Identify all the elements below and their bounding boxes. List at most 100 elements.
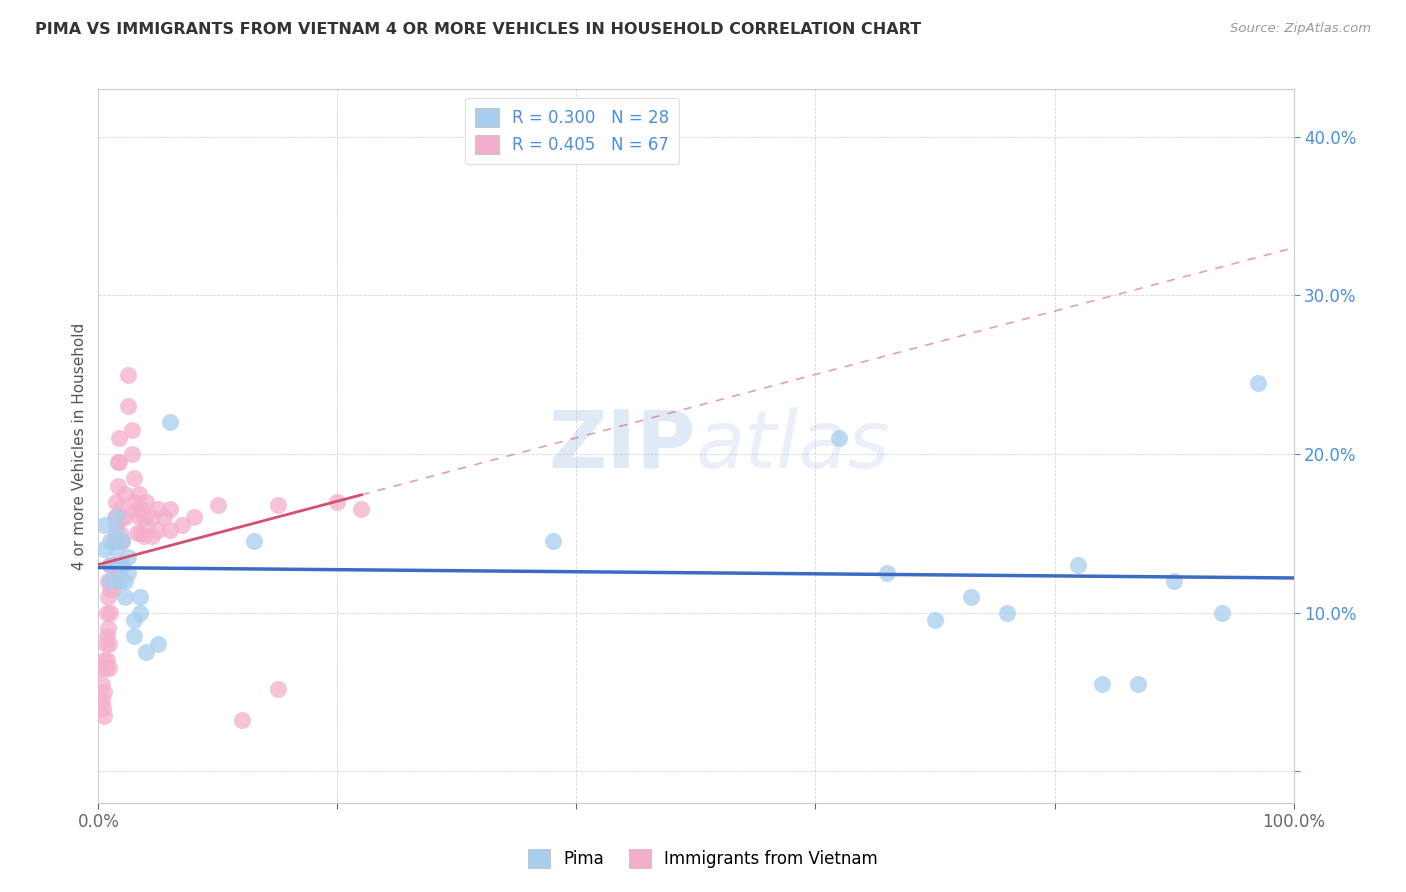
Point bbox=[350, 502, 373, 516]
Point bbox=[96, 629, 118, 643]
Text: Source: ZipAtlas.com: Source: ZipAtlas.com bbox=[1230, 22, 1371, 36]
Point bbox=[159, 502, 181, 516]
Point bbox=[111, 510, 134, 524]
Point bbox=[117, 566, 139, 580]
Point bbox=[98, 606, 122, 620]
Point bbox=[207, 498, 229, 512]
Point bbox=[94, 637, 117, 651]
Point bbox=[110, 534, 132, 549]
Point bbox=[105, 494, 128, 508]
Point bbox=[105, 510, 128, 524]
Point bbox=[131, 526, 153, 541]
Point bbox=[132, 529, 155, 543]
Point bbox=[129, 606, 152, 620]
Point bbox=[103, 558, 125, 572]
Point bbox=[1247, 376, 1270, 390]
Point bbox=[124, 494, 146, 508]
Point bbox=[117, 368, 139, 382]
Point bbox=[159, 523, 181, 537]
Point bbox=[128, 486, 150, 500]
Point bbox=[148, 637, 170, 651]
Point bbox=[114, 574, 136, 588]
Point bbox=[93, 708, 115, 723]
Point bbox=[105, 518, 128, 533]
Point bbox=[107, 431, 129, 445]
Legend: Pima, Immigrants from Vietnam: Pima, Immigrants from Vietnam bbox=[522, 843, 884, 875]
Point bbox=[124, 614, 146, 628]
Point bbox=[98, 582, 122, 596]
Point bbox=[153, 510, 176, 524]
Point bbox=[110, 558, 132, 572]
Point bbox=[108, 502, 131, 516]
Point bbox=[97, 574, 120, 588]
Point bbox=[135, 518, 157, 533]
Point bbox=[148, 502, 170, 516]
Point bbox=[267, 498, 290, 512]
Point bbox=[103, 534, 125, 549]
Point bbox=[231, 714, 253, 728]
Y-axis label: 4 or more Vehicles in Household: 4 or more Vehicles in Household bbox=[72, 322, 87, 570]
Point bbox=[135, 645, 157, 659]
Point bbox=[828, 431, 851, 445]
Text: atlas: atlas bbox=[696, 407, 891, 485]
Point bbox=[98, 637, 121, 651]
Point bbox=[96, 606, 118, 620]
Point bbox=[141, 510, 163, 524]
Point bbox=[98, 661, 121, 675]
Point bbox=[141, 529, 163, 543]
Point bbox=[132, 510, 155, 524]
Point bbox=[124, 471, 146, 485]
Point bbox=[121, 447, 143, 461]
Point bbox=[111, 558, 134, 572]
Point bbox=[1067, 558, 1090, 572]
Point bbox=[1163, 574, 1185, 588]
Point bbox=[876, 566, 898, 580]
Legend: R = 0.300   N = 28, R = 0.405   N = 67: R = 0.300 N = 28, R = 0.405 N = 67 bbox=[465, 97, 679, 164]
Point bbox=[114, 486, 136, 500]
Point bbox=[105, 526, 128, 541]
Point bbox=[98, 558, 122, 572]
Point bbox=[121, 423, 143, 437]
Text: PIMA VS IMMIGRANTS FROM VIETNAM 4 OR MORE VEHICLES IN HOUSEHOLD CORRELATION CHAR: PIMA VS IMMIGRANTS FROM VIETNAM 4 OR MOR… bbox=[35, 22, 921, 37]
Point bbox=[98, 574, 122, 588]
Point bbox=[98, 534, 122, 549]
Point bbox=[125, 526, 148, 541]
Point bbox=[243, 534, 266, 549]
Point bbox=[1211, 606, 1233, 620]
Point bbox=[124, 629, 146, 643]
Point bbox=[128, 510, 150, 524]
Point bbox=[108, 558, 131, 572]
Point bbox=[111, 534, 134, 549]
Point bbox=[107, 455, 129, 469]
Point bbox=[108, 574, 131, 588]
Point bbox=[111, 534, 134, 549]
Point bbox=[995, 606, 1018, 620]
Point bbox=[104, 534, 127, 549]
Text: ZIP: ZIP bbox=[548, 407, 696, 485]
Point bbox=[172, 518, 194, 533]
Point bbox=[129, 590, 152, 604]
Point bbox=[183, 510, 205, 524]
Point bbox=[125, 502, 148, 516]
Point bbox=[101, 582, 124, 596]
Point bbox=[104, 510, 127, 524]
Point bbox=[93, 518, 115, 533]
Point bbox=[267, 681, 290, 696]
Point bbox=[93, 653, 115, 667]
Point bbox=[117, 400, 139, 414]
Point bbox=[93, 542, 115, 557]
Point bbox=[97, 621, 120, 635]
Point bbox=[93, 685, 115, 699]
Point bbox=[91, 677, 114, 691]
Point bbox=[107, 455, 129, 469]
Point bbox=[91, 692, 114, 706]
Point bbox=[1128, 677, 1150, 691]
Point bbox=[98, 558, 122, 572]
Point bbox=[326, 494, 349, 508]
Point bbox=[94, 661, 117, 675]
Point bbox=[101, 558, 124, 572]
Point bbox=[103, 574, 125, 588]
Point bbox=[960, 590, 983, 604]
Point bbox=[1091, 677, 1114, 691]
Point bbox=[924, 614, 946, 628]
